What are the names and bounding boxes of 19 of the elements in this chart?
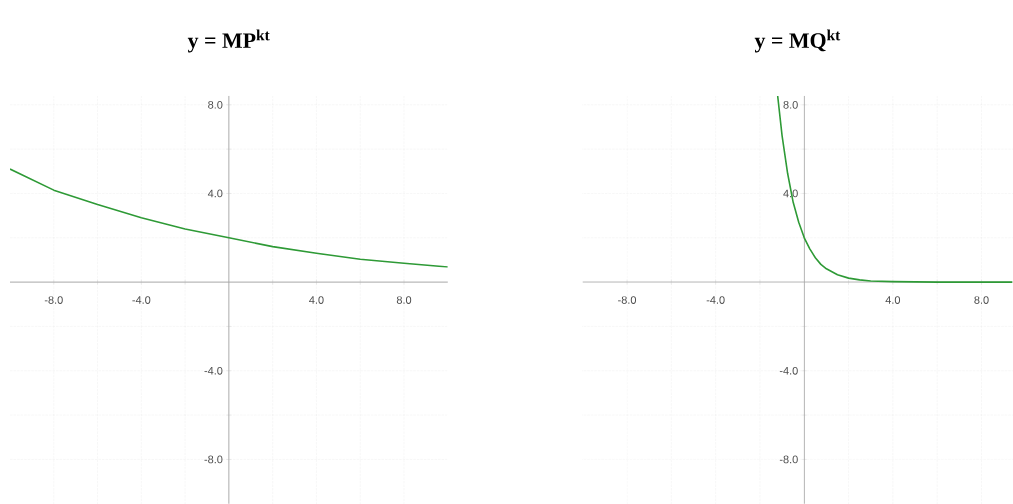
chart-title: y = MP$^{kt}$ [187,29,270,53]
y-tick-label: -8.0 [779,455,798,464]
chart-title: y = MQ$^{kt}$ [754,29,841,53]
line-series [10,168,448,268]
y-tick-label: -8.0 [204,455,223,464]
y-tick-label: 8.0 [783,100,798,109]
line-series [776,95,1013,283]
y-tick-label: -4.0 [779,366,798,375]
x-tick-label: 8.0 [974,296,989,304]
x-tick-label: 4.0 [885,296,901,304]
x-tick-label: -4.0 [132,296,151,304]
x-tick-label: 8.0 [396,296,412,304]
y-tick-label: 4.0 [207,189,223,198]
y-tick-label: 8.0 [208,100,223,109]
y-tick-label: -4.0 [204,366,223,375]
x-tick-label: -8.0 [618,296,637,304]
x-tick-label: -8.0 [44,296,63,304]
x-tick-label: -4.0 [706,296,725,304]
x-tick-label: 4.0 [309,296,324,304]
